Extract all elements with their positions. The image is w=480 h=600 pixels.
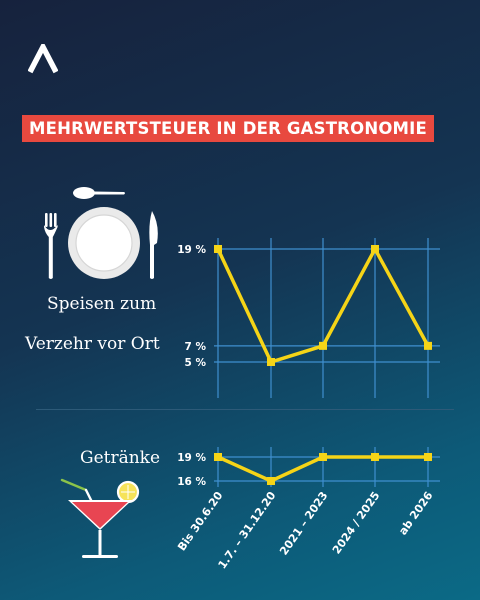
drinks-chart: 19 % 16 % (177, 447, 440, 488)
x-tick-label: 2021 – 2023 (277, 489, 330, 557)
knife-icon (149, 211, 158, 279)
food-data-point (424, 341, 432, 350)
section-divider (36, 409, 454, 410)
food-y-tick-label: 7 % (185, 341, 207, 353)
spoon-icon (73, 187, 125, 199)
x-tick-label: 2024 / 2025 (330, 489, 382, 556)
food-data-point (319, 341, 327, 350)
x-tick-label: 1.7. – 31.12.20 (216, 489, 279, 571)
food-y-tick-label: 19 % (177, 244, 206, 256)
drinks-data-point (424, 453, 432, 461)
food-data-point (371, 245, 379, 253)
drinks-data-point (371, 453, 379, 461)
fork-icon (44, 213, 58, 279)
x-tick-label: Bis 30.6.20 (175, 489, 226, 553)
plate-fork-knife-icon (44, 187, 158, 279)
drinks-section-label: Getränke (80, 448, 161, 468)
food-data-point (214, 245, 222, 253)
drinks-data-point (319, 453, 327, 461)
drinks-y-tick-label: 19 % (177, 452, 206, 464)
cocktail-glass-icon (60, 478, 140, 558)
food-data-point (267, 358, 275, 366)
x-tick-label: ab 2026 (396, 489, 435, 537)
title-banner: MEHRWERTSTEUER IN DER GASTRONOMIE (22, 115, 434, 142)
drinks-data-point (214, 453, 222, 461)
plate-icon (68, 207, 140, 279)
food-section-label-line-1: Speisen zum (47, 294, 157, 314)
food-y-tick-label: 5 % (185, 357, 207, 369)
abstract-a-logo-icon (28, 44, 58, 74)
food-section-label-line-2: Verzehr vor Ort (25, 334, 160, 354)
drinks-y-tick-label: 16 % (177, 476, 206, 488)
food-chart: 19 % 7 % 5 % (177, 238, 440, 398)
drinks-data-point (267, 477, 275, 485)
